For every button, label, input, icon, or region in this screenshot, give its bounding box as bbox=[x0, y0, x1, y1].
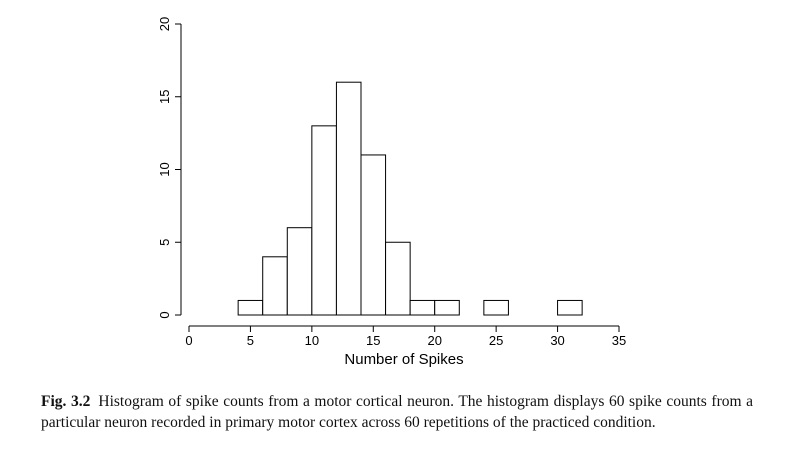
histogram-bar-5 bbox=[360, 154, 387, 316]
figure-caption-text: Histogram of spike counts from a motor c… bbox=[41, 393, 754, 431]
histogram-bar-3 bbox=[311, 125, 337, 316]
histogram-bar-2 bbox=[286, 227, 313, 316]
figure-label: Fig. 3.2 bbox=[41, 393, 91, 410]
x-tick-label-0: 0 bbox=[185, 333, 192, 348]
figure-caption: Fig. 3.2 Histogram of spike counts from a… bbox=[41, 391, 753, 433]
x-tick-label-30: 30 bbox=[550, 333, 564, 348]
y-tick-label-15: 15 bbox=[157, 90, 172, 104]
histogram-bar-9 bbox=[483, 299, 509, 316]
histogram-bar-1 bbox=[262, 256, 288, 316]
histogram-bar-0 bbox=[237, 299, 264, 316]
histogram-bar-10 bbox=[557, 299, 583, 316]
y-axis-ticks: 0 5 10 15 20 bbox=[157, 17, 181, 319]
y-tick-label-10: 10 bbox=[157, 162, 172, 176]
histogram-bars bbox=[237, 81, 583, 316]
histogram-bar-6 bbox=[385, 241, 411, 316]
x-axis-title: Number of Spikes bbox=[344, 351, 463, 368]
histogram-chart: 0 5 10 15 20 25 30 35 0 5 10 15 20 Number of Spikes bbox=[157, 17, 626, 368]
histogram-bar-8 bbox=[434, 299, 460, 316]
x-tick-label-10: 10 bbox=[305, 333, 319, 348]
y-tick-label-5: 5 bbox=[157, 239, 172, 246]
x-tick-label-15: 15 bbox=[366, 333, 380, 348]
x-tick-label-20: 20 bbox=[427, 333, 441, 348]
x-axis-ticks: 0 5 10 15 20 25 30 35 bbox=[185, 326, 626, 348]
histogram-bar-7 bbox=[409, 299, 436, 316]
y-tick-label-0: 0 bbox=[157, 311, 172, 318]
x-tick-label-5: 5 bbox=[247, 333, 254, 348]
x-tick-label-25: 25 bbox=[489, 333, 503, 348]
histogram-bar-4 bbox=[335, 81, 362, 316]
x-tick-label-35: 35 bbox=[612, 333, 626, 348]
y-tick-label-20: 20 bbox=[157, 17, 172, 31]
